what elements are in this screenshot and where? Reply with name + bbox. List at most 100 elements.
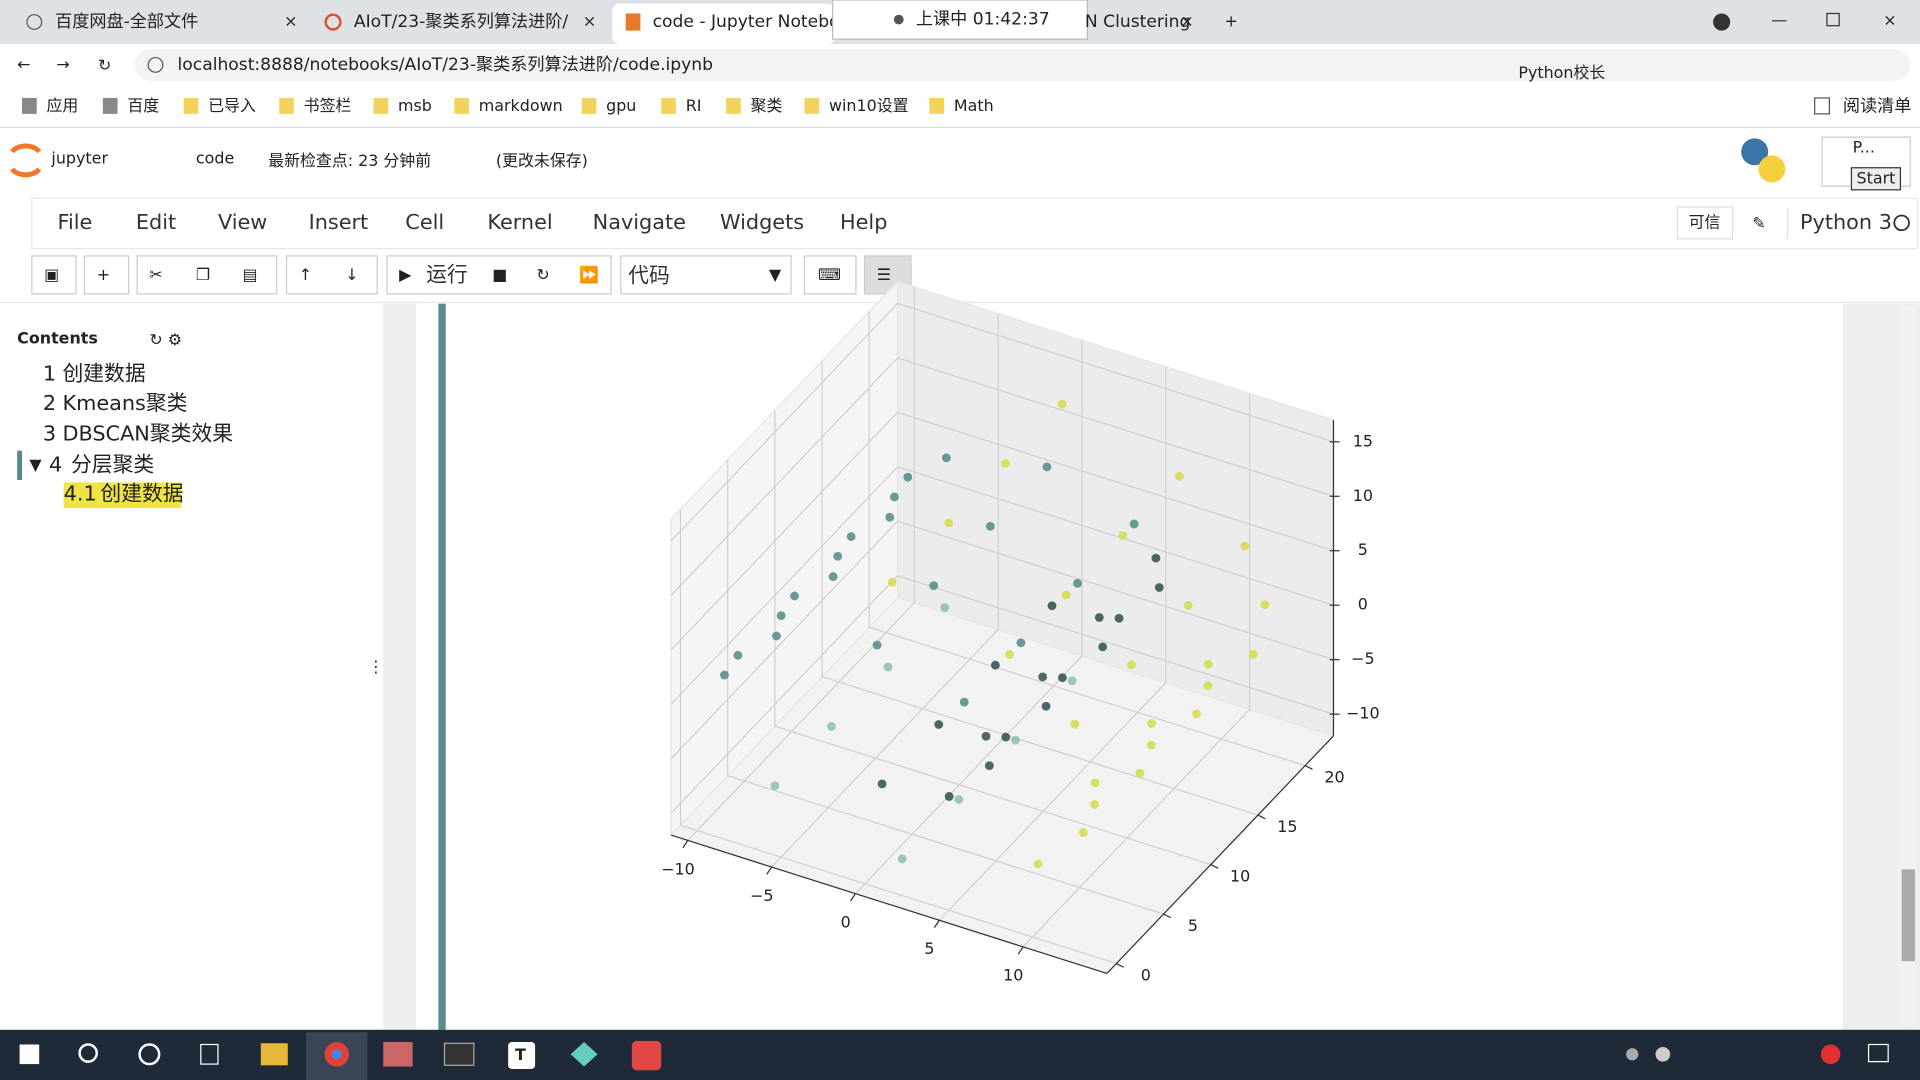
toc-number[interactable]: 4 [49, 452, 62, 476]
reading-list[interactable]: 阅读清单 [1843, 97, 1912, 117]
menu-item[interactable]: Navigate [593, 210, 686, 234]
menu-item[interactable]: Help [840, 210, 887, 234]
bookmark-icon [454, 97, 469, 114]
close-window[interactable]: × [1883, 10, 1896, 29]
bookmark[interactable]: 已导入 [208, 96, 256, 115]
tab-title[interactable]: N Clustering [1085, 12, 1191, 32]
bookmark[interactable]: 书签栏 [304, 96, 352, 115]
scrollbar[interactable] [1897, 306, 1917, 1027]
tab-search[interactable] [1713, 13, 1731, 31]
data-point [1248, 649, 1258, 659]
search[interactable] [78, 1043, 98, 1063]
task-view[interactable] [200, 1043, 219, 1065]
toc-title: Contents [17, 329, 98, 348]
toc-item[interactable]: 创建数据 [100, 482, 183, 506]
address-bar[interactable] [134, 48, 1911, 81]
start-label[interactable]: Start [1856, 168, 1895, 187]
data-point [1038, 672, 1048, 682]
x-tick-label: −5 [750, 886, 773, 905]
app-icon[interactable] [631, 1040, 662, 1071]
maximize[interactable] [1826, 12, 1840, 27]
save-icon: ▣ [44, 265, 59, 284]
new-tab[interactable]: + [1224, 12, 1237, 31]
data-point [1090, 778, 1100, 788]
bookmark[interactable]: 应用 [47, 96, 79, 115]
menu-item[interactable]: Kernel [487, 210, 552, 234]
tab-title[interactable]: AIoT/23-聚类系列算法进阶/ [354, 12, 568, 32]
tab-close[interactable]: × [583, 12, 596, 31]
forward[interactable]: → [56, 54, 69, 73]
menu-item[interactable]: Cell [405, 210, 444, 234]
toc-item[interactable]: 创建数据 [62, 362, 145, 386]
cell-type-select[interactable] [620, 255, 792, 295]
bookmark[interactable]: gpu [606, 96, 636, 115]
bookmark[interactable]: msb [398, 96, 432, 115]
grid-line [1022, 393, 1251, 948]
toc-number[interactable]: 3 [43, 422, 56, 446]
app-icon[interactable] [383, 1042, 413, 1067]
menu-item[interactable]: Widgets [720, 210, 804, 234]
toc-number[interactable]: 4.1 [64, 482, 97, 506]
typora[interactable] [508, 1042, 536, 1069]
jupyter-logo[interactable]: jupyter [50, 149, 108, 168]
bookmark[interactable]: Math [954, 96, 994, 115]
menu-item[interactable]: Insert [309, 210, 369, 234]
start-button[interactable] [1850, 167, 1902, 191]
tab-title[interactable]: code - Jupyter Notebook [653, 12, 860, 32]
bookmark[interactable]: 聚类 [751, 96, 783, 115]
toc-item[interactable]: 分层聚类 [71, 452, 154, 476]
bookmark[interactable]: 百度 [127, 96, 159, 115]
cortana[interactable] [138, 1043, 161, 1066]
toc-collapse[interactable]: ▼ [29, 455, 42, 474]
resize-handle[interactable]: ⋮ [368, 657, 384, 676]
menu-item[interactable]: File [58, 210, 93, 234]
active-tab[interactable] [612, 3, 836, 45]
data-point [941, 453, 951, 463]
toc-refresh[interactable]: ↻ ⚙ [149, 330, 182, 349]
jupyter-logo-arc [10, 167, 42, 178]
move-buttons[interactable] [285, 255, 378, 295]
run-label[interactable]: 运行 [426, 263, 468, 287]
url[interactable]: localhost:8888/notebooks/AIoT/23-聚类系列算法进… [178, 55, 713, 75]
bookmark-icon [183, 97, 199, 114]
terminal[interactable] [443, 1042, 475, 1066]
reload[interactable]: ↻ [98, 56, 111, 75]
scrollbar-thumb[interactable] [1901, 869, 1916, 962]
tab-close[interactable]: × [284, 12, 297, 31]
explorer[interactable] [260, 1043, 288, 1066]
data-point [1001, 732, 1011, 742]
tab-title[interactable]: 百度网盘-全部文件 [55, 12, 198, 32]
bookmark[interactable]: markdown [479, 96, 563, 115]
data-point [1041, 701, 1051, 711]
keyboard-button[interactable] [803, 255, 857, 295]
notebook-name[interactable]: code [196, 149, 234, 168]
menu-item[interactable]: Edit [136, 210, 176, 234]
edit-buttons[interactable] [136, 255, 278, 295]
trusted-box[interactable] [1676, 206, 1734, 240]
data-point [1057, 399, 1067, 409]
bookmark[interactable]: RI [686, 96, 702, 115]
save-button[interactable] [31, 255, 77, 295]
edit-icon[interactable]: ✎ [1752, 214, 1765, 233]
menu-item[interactable]: View [218, 210, 267, 234]
tick-mark [766, 866, 773, 875]
toc-number[interactable]: 1 [43, 362, 56, 386]
toc-number[interactable]: 2 [43, 391, 56, 415]
trusted[interactable]: 可信 [1689, 212, 1721, 231]
back[interactable]: ← [17, 54, 30, 73]
data-point [1146, 740, 1156, 750]
y-tick-label: 20 [1324, 767, 1344, 786]
run-buttons[interactable] [386, 255, 612, 295]
tab-close[interactable]: × [1180, 12, 1193, 31]
toc-item[interactable]: DBSCAN聚类效果 [62, 422, 233, 446]
bookmark[interactable]: win10设置 [829, 96, 909, 115]
cell-type[interactable]: 代码 [628, 264, 670, 288]
toc-item[interactable]: Kmeans聚类 [62, 391, 187, 415]
site-info[interactable] [147, 56, 164, 73]
insert-button[interactable] [83, 255, 130, 295]
bookmarks-bar [0, 85, 1920, 128]
start-menu[interactable] [19, 1044, 40, 1065]
data-point [1078, 828, 1088, 837]
notifications[interactable] [1867, 1043, 1889, 1063]
